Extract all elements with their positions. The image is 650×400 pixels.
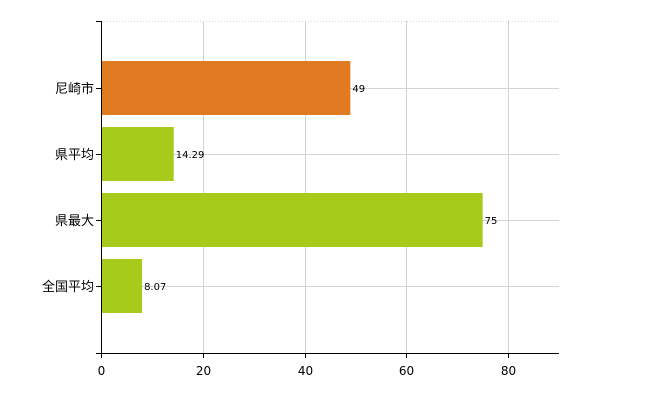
bar-3 (101, 259, 143, 313)
bar-2 (101, 193, 483, 247)
data-label-0: 49 (352, 84, 365, 95)
bar-0 (101, 61, 351, 115)
x-tick-label-3: 60 (399, 364, 414, 378)
category-label-3: 全国平均 (42, 279, 94, 295)
axes (96, 21, 559, 358)
bar-1 (101, 127, 174, 181)
category-label-2: 県最大 (55, 214, 94, 229)
x-tick-label-0: 0 (98, 364, 106, 378)
data-label-3: 8.07 (144, 282, 166, 293)
bars (101, 61, 483, 313)
data-label-2: 75 (485, 216, 498, 227)
category-label-0: 尼崎市 (55, 81, 94, 97)
x-tick-label-1: 20 (196, 364, 211, 378)
data-label-1: 14.29 (176, 150, 205, 161)
x-tick-label-4: 80 (501, 364, 516, 378)
category-label-1: 県平均 (55, 148, 94, 163)
x-tick-label-2: 40 (298, 364, 313, 378)
